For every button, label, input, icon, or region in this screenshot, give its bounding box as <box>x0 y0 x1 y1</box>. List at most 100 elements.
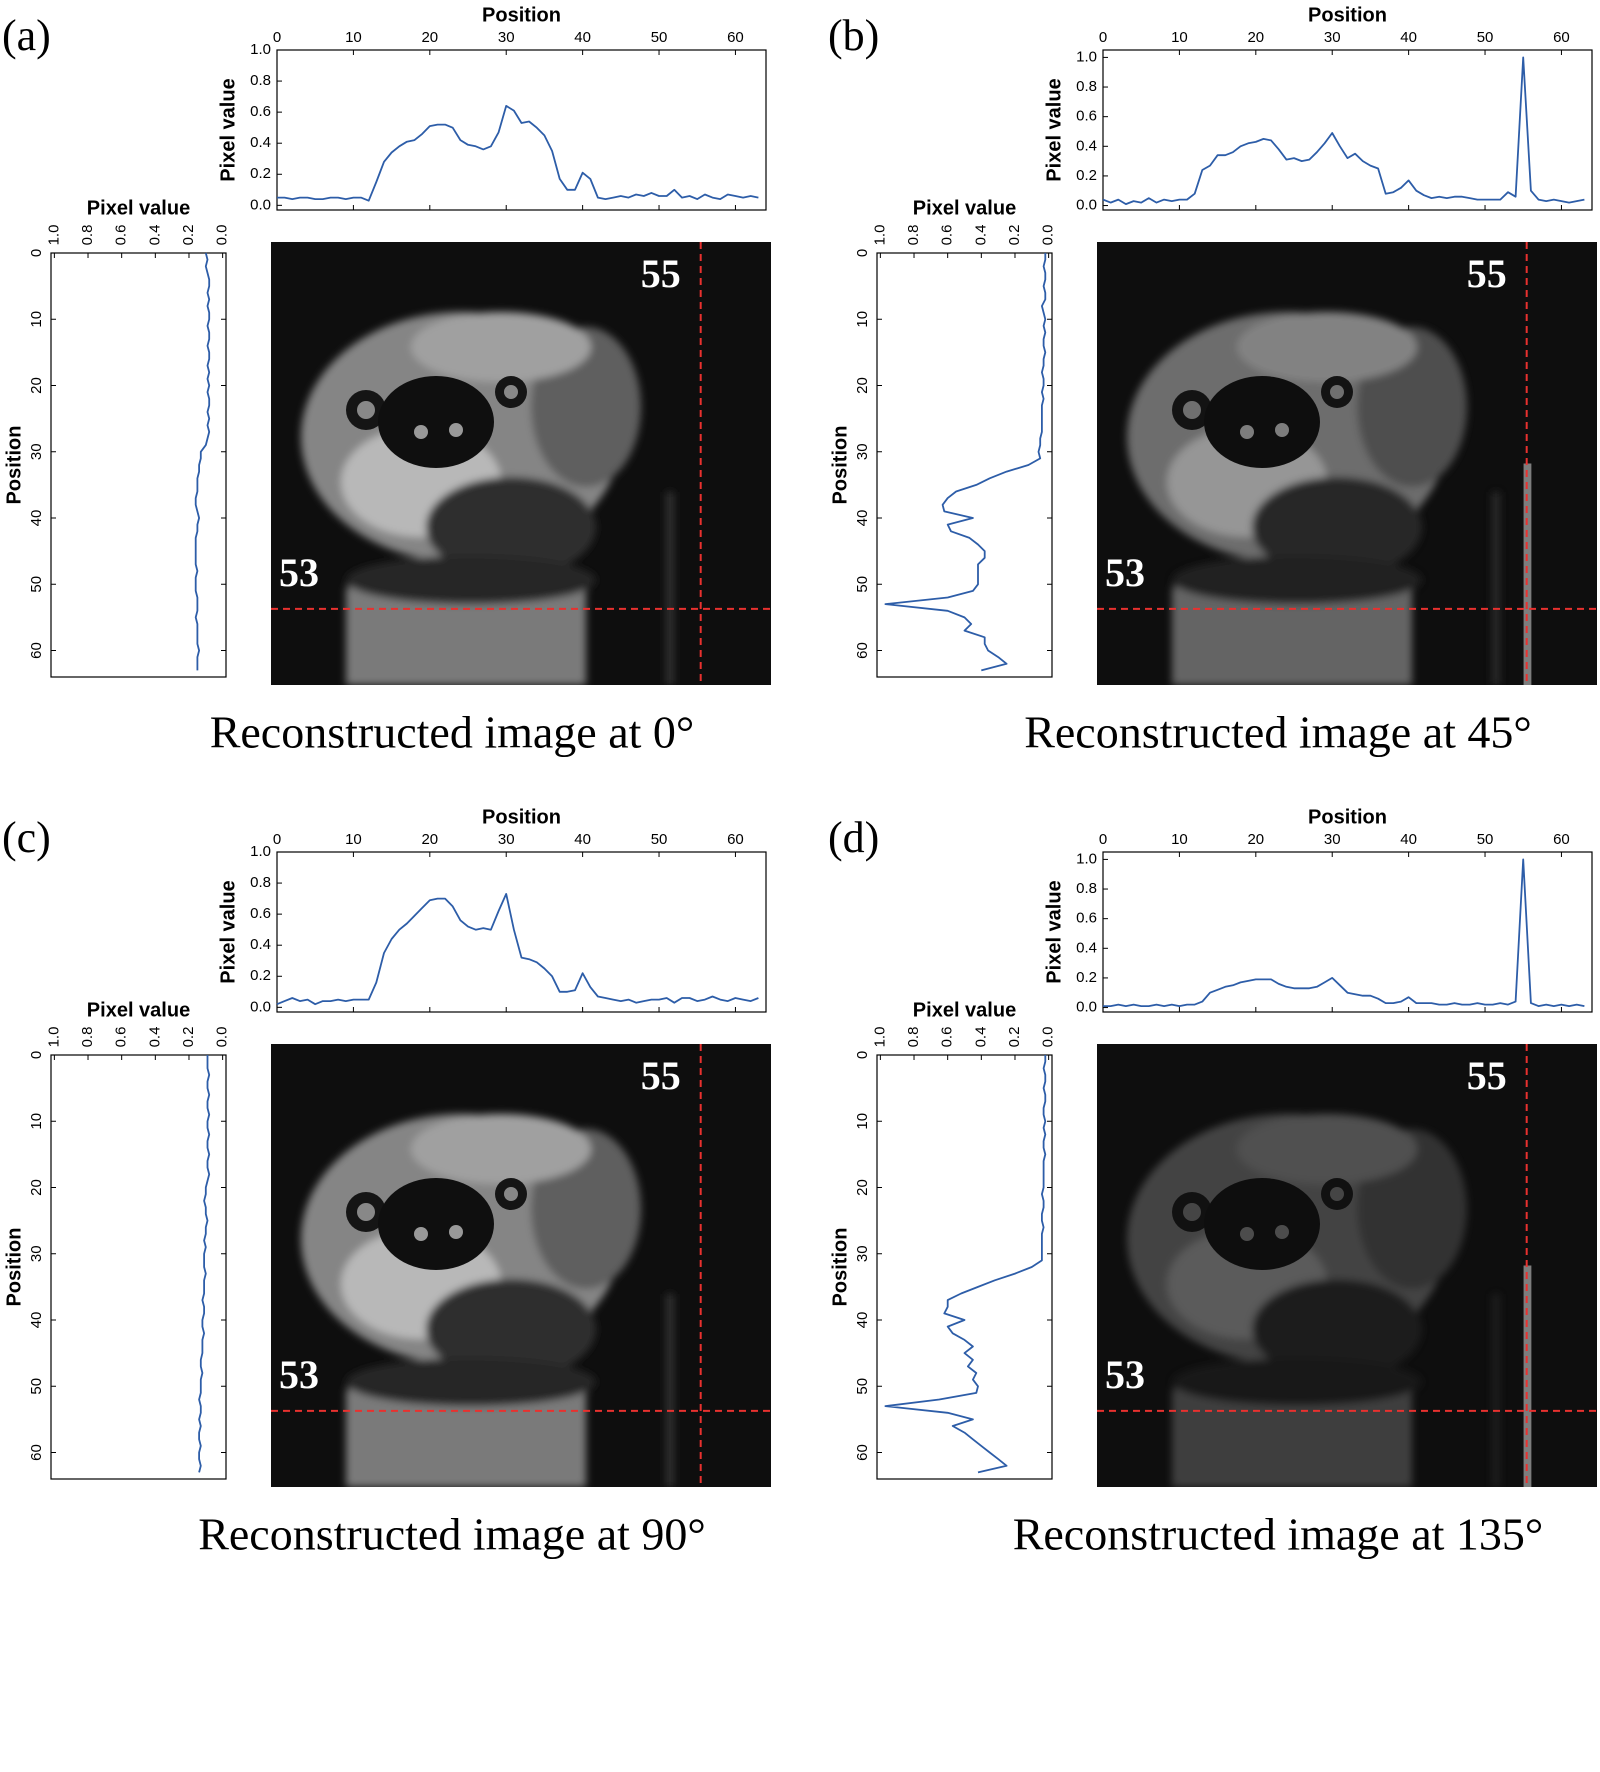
position-tick-label: 10 <box>854 311 871 328</box>
image-stripe <box>1523 463 1532 685</box>
x-tick-label: 30 <box>498 831 515 848</box>
value-tick-label: 0.6 <box>939 225 956 246</box>
y-tick-label: 0.8 <box>1076 880 1097 897</box>
x-tick-label: 40 <box>574 29 591 46</box>
x-tick-label: 20 <box>1247 29 1264 46</box>
value-tick-label: 0.6 <box>113 225 130 246</box>
column-marker-label: 55 <box>1467 1053 1507 1098</box>
x-tick-label: 60 <box>727 29 744 46</box>
x-axis-title: Position <box>482 806 561 828</box>
y-tick-label: 1.0 <box>250 843 271 860</box>
caption: Reconstructed image at 0° <box>210 707 695 758</box>
plot-frame <box>276 851 767 1013</box>
value-tick-label: 0.0 <box>1040 225 1057 246</box>
y-tick-label: 0.0 <box>1076 197 1097 214</box>
position-tick-label: 30 <box>28 1245 45 1262</box>
y-tick-label: 1.0 <box>250 41 271 58</box>
panel-label: (b) <box>828 11 879 60</box>
position-tick-label: 20 <box>28 1179 45 1196</box>
panel: (d) 0 10 20 30 40 50 60 0.0 0.2 0.4 0.6 0.8 1.0 Positi… <box>828 806 1597 1560</box>
y-tick-label: 0.8 <box>250 72 271 89</box>
y-tick-label: 0.6 <box>250 103 271 120</box>
x-tick-label: 0 <box>1099 29 1107 46</box>
y-tick-label: 0.6 <box>1076 910 1097 927</box>
y-tick-label: 0.0 <box>250 196 271 213</box>
y-tick-label: 0.2 <box>1076 969 1097 986</box>
image-stripe <box>1523 1265 1532 1487</box>
x-tick-label: 50 <box>651 831 668 848</box>
column-marker-label: 55 <box>1467 251 1507 296</box>
value-tick-label: 0.8 <box>79 1027 96 1048</box>
y-tick-label: 0.8 <box>1076 78 1097 95</box>
panel-label: (a) <box>2 11 51 60</box>
value-tick-label: 0.8 <box>79 225 96 246</box>
x-tick-label: 50 <box>1477 831 1494 848</box>
position-tick-label: 20 <box>28 377 45 394</box>
position-axis-title: Position <box>3 426 25 505</box>
position-tick-label: 60 <box>854 1444 871 1461</box>
panel-label: (d) <box>828 813 879 862</box>
value-tick-label: 1.0 <box>45 1027 62 1048</box>
value-tick-label: 0.6 <box>939 1027 956 1048</box>
position-tick-label: 60 <box>28 642 45 659</box>
x-tick-label: 10 <box>1171 831 1188 848</box>
profile-line <box>276 893 759 1006</box>
position-tick-label: 30 <box>854 443 871 460</box>
position-axis-title: Position <box>829 1228 851 1307</box>
position-axis-title: Position <box>829 426 851 505</box>
position-tick-label: 10 <box>28 1113 45 1130</box>
x-tick-label: 10 <box>1171 29 1188 46</box>
position-tick-label: 50 <box>854 1378 871 1395</box>
position-tick-label: 30 <box>854 1245 871 1262</box>
column-marker-label: 55 <box>641 1053 681 1098</box>
x-tick-label: 30 <box>1324 29 1341 46</box>
caption: Reconstructed image at 135° <box>1013 1509 1544 1560</box>
position-tick-label: 40 <box>854 1312 871 1329</box>
panel: (b) 0 10 20 30 40 50 60 0.0 0.2 0.4 0.6 0.8 1.0 Positi… <box>828 4 1597 758</box>
y-tick-label: 0.6 <box>1076 108 1097 125</box>
y-tick-label: 1.0 <box>1076 850 1097 867</box>
plot-frame <box>50 1054 227 1480</box>
value-tick-label: 0.4 <box>146 225 163 246</box>
y-tick-label: 0.2 <box>250 165 271 182</box>
x-tick-label: 0 <box>273 29 281 46</box>
x-axis-title: Position <box>1308 4 1387 26</box>
y-tick-label: 0.8 <box>250 874 271 891</box>
value-axis-title: Pixel value <box>913 999 1016 1021</box>
row-marker-label: 53 <box>279 1352 319 1397</box>
y-tick-label: 0.0 <box>1076 999 1097 1016</box>
x-tick-label: 50 <box>1477 29 1494 46</box>
position-tick-label: 0 <box>854 1051 871 1059</box>
x-tick-label: 60 <box>727 831 744 848</box>
panel: (c) 0 10 20 30 40 50 60 0.0 0.2 0.4 0.6 0.8 1.0 Positi… <box>2 806 771 1560</box>
position-tick-label: 20 <box>854 377 871 394</box>
profile-line <box>884 1055 1047 1474</box>
y-tick-label: 0.4 <box>250 134 271 151</box>
x-tick-label: 30 <box>1324 831 1341 848</box>
value-tick-label: 0.2 <box>180 225 197 246</box>
x-tick-label: 40 <box>1400 831 1417 848</box>
x-tick-label: 50 <box>651 29 668 46</box>
position-tick-label: 40 <box>28 510 45 527</box>
value-tick-label: 0.8 <box>905 1027 922 1048</box>
y-axis-title: Pixel value <box>1043 880 1065 983</box>
value-tick-label: 1.0 <box>871 225 888 246</box>
position-tick-label: 20 <box>854 1179 871 1196</box>
row-marker-label: 53 <box>1105 1352 1145 1397</box>
caption: Reconstructed image at 45° <box>1024 707 1532 758</box>
value-axis-title: Pixel value <box>87 999 190 1021</box>
x-tick-label: 60 <box>1553 29 1570 46</box>
value-tick-label: 0.4 <box>972 1027 989 1048</box>
position-tick-label: 0 <box>854 249 871 257</box>
x-tick-label: 0 <box>273 831 281 848</box>
value-tick-label: 0.0 <box>1040 1027 1057 1048</box>
y-tick-label: 0.4 <box>1076 137 1097 154</box>
caption: Reconstructed image at 90° <box>198 1509 706 1560</box>
y-tick-label: 0.2 <box>1076 167 1097 184</box>
value-axis-title: Pixel value <box>87 197 190 219</box>
row-marker-label: 53 <box>279 550 319 595</box>
x-tick-label: 10 <box>345 831 362 848</box>
plot-frame <box>1102 851 1593 1013</box>
plot-frame <box>876 1054 1053 1480</box>
